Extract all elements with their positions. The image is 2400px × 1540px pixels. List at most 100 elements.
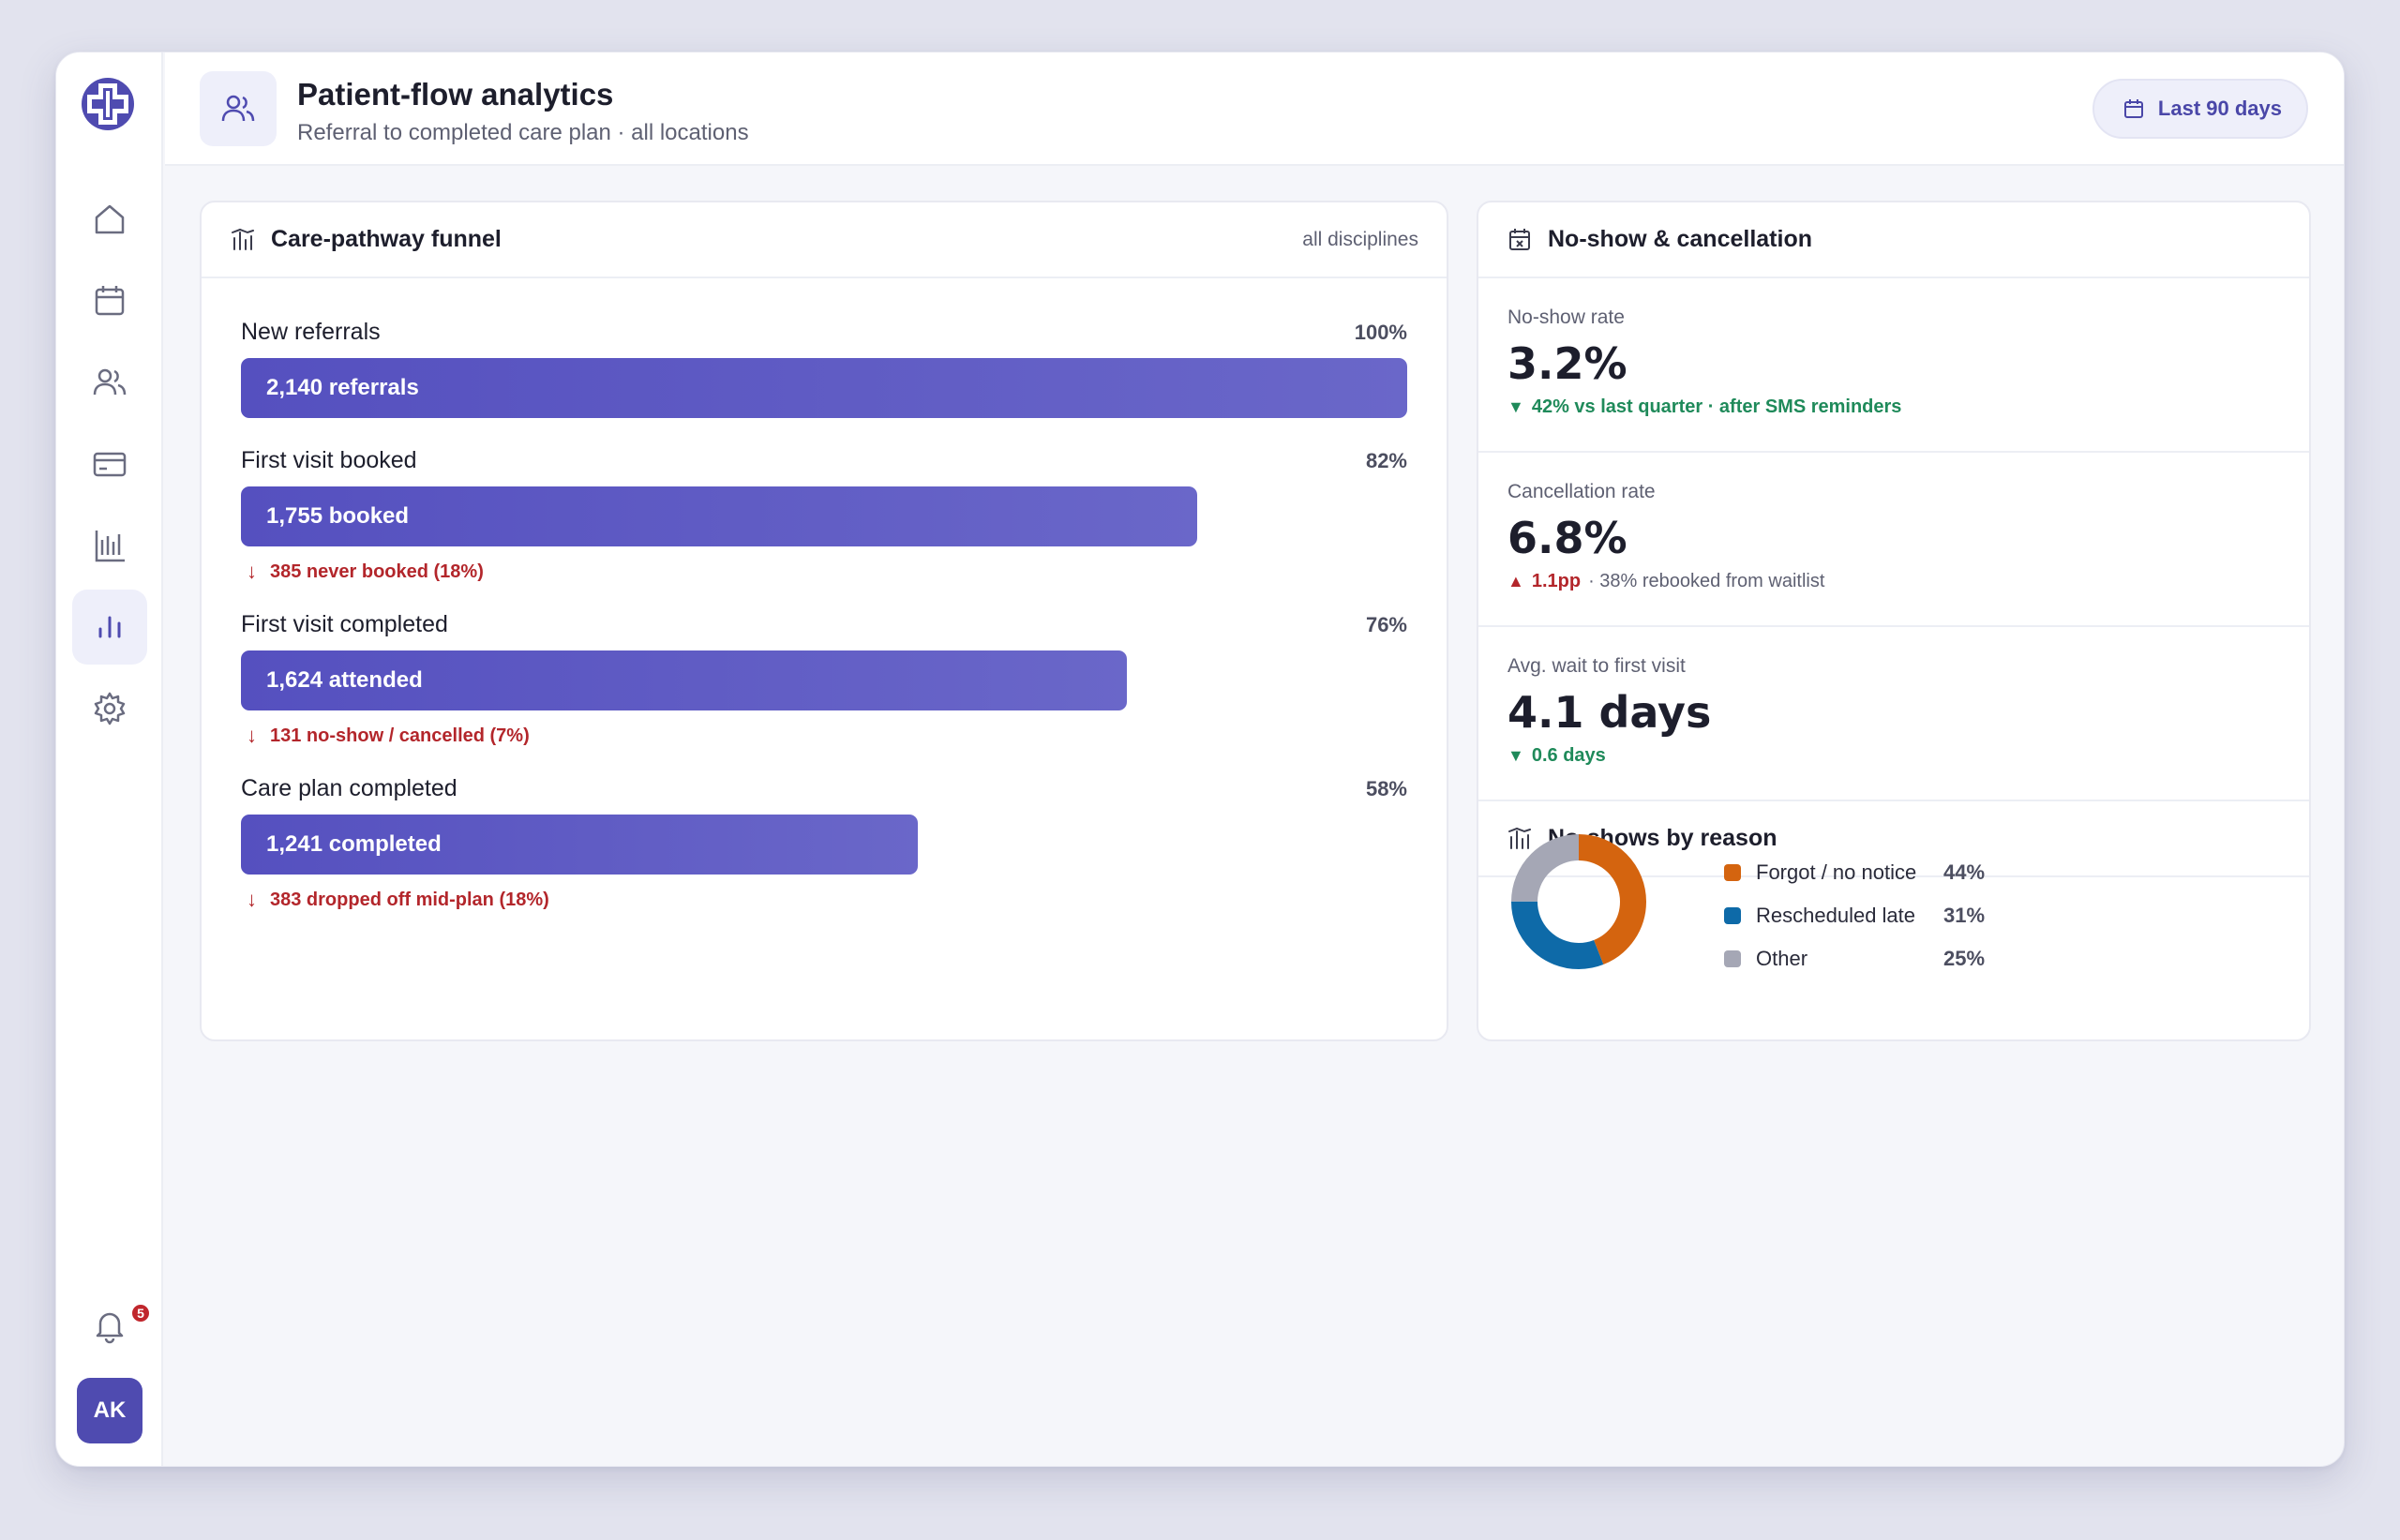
- no-show-reasons-donut: [1511, 834, 1646, 969]
- dropoff-label: 385 never booked (18%): [270, 561, 484, 582]
- calendar-x-icon: [1509, 228, 1530, 250]
- nav-home[interactable]: [72, 182, 147, 257]
- page-subtitle: Referral to completed care plan · all lo…: [297, 120, 749, 145]
- metric-delta: ▼ 42% vs last quarter · after SMS reminde…: [1508, 396, 2309, 418]
- delta-note: · 38% rebooked from waitlist: [1588, 571, 1825, 591]
- funnel-title: Care-pathway funnel: [271, 226, 502, 252]
- date-range-label: Last 90 days: [2157, 97, 2282, 120]
- legend-item[interactable]: Rescheduled late 31%: [1724, 894, 1985, 937]
- dropoff-label: 383 dropped off mid-plan (18%): [270, 889, 549, 910]
- stage-name: New referrals: [241, 319, 381, 345]
- stage-bar[interactable]: 1,624 attended: [241, 650, 1128, 710]
- legend-label: Forgot / no notice: [1756, 860, 1917, 884]
- stage-name: First visit completed: [241, 611, 448, 637]
- metric-label: No-show rate: [1508, 307, 1625, 328]
- legend-value: 44%: [1943, 860, 1986, 884]
- stage-percent: 100%: [1354, 321, 1407, 344]
- calendar-icon: [95, 286, 125, 316]
- nav-settings[interactable]: [72, 671, 147, 746]
- arrow-down-icon: ↓: [247, 888, 257, 911]
- care-pathway-funnel-card: Care-pathway funnel all disciplines New …: [200, 201, 1448, 1041]
- logo: [82, 78, 134, 130]
- reports-icon: [95, 531, 125, 562]
- legend-swatch: [1724, 907, 1741, 924]
- donut-segment[interactable]: [1511, 834, 1646, 969]
- reasons-legend: Forgot / no notice 44% Rescheduled late …: [1724, 851, 1985, 980]
- metric-avg-wait: Avg. wait to first visit 4.1 days ▼ 0.6 d…: [1478, 627, 2309, 801]
- credit-card-icon: [93, 452, 127, 477]
- stage-name: Care plan completed: [241, 775, 458, 801]
- dropoff-label: 131 no-show / cancelled (7%): [270, 725, 530, 746]
- page-header: Patient-flow analytics Referral to compl…: [165, 52, 2344, 166]
- metric-label: Avg. wait to first visit: [1508, 655, 1686, 677]
- funnel-stage: New referrals 100% 2,140 referrals: [241, 319, 1407, 418]
- nav-reports[interactable]: [72, 508, 147, 583]
- sidebar: 5 AK: [56, 52, 163, 1466]
- triangle-down-icon: ▼: [1508, 746, 1524, 765]
- legend-label: Other: [1756, 947, 1808, 970]
- stage-percent: 76%: [1365, 613, 1407, 636]
- delta-text: 42% vs last quarter · after SMS reminder…: [1531, 396, 1902, 417]
- metric-no-show-rate: No-show rate 3.2% ▼ 42% vs last quarter ·…: [1478, 278, 2309, 453]
- users-icon: [93, 368, 127, 396]
- user-avatar[interactable]: AK: [77, 1378, 142, 1443]
- legend-item[interactable]: Forgot / no notice 44%: [1724, 851, 1985, 894]
- users-icon: [221, 95, 255, 122]
- triangle-down-icon: ▼: [1508, 397, 1524, 416]
- stage-bar[interactable]: 1,241 completed: [241, 815, 918, 875]
- stage-bar-label: 2,140 referrals: [266, 375, 419, 400]
- delta-text: 1.1pp: [1531, 571, 1582, 591]
- funnel-chart-icon: [232, 228, 254, 250]
- arrow-down-icon: ↓: [247, 724, 257, 747]
- stage-dropoff: ↓ 383 dropped off mid-plan (18%): [247, 888, 1407, 912]
- metric-delta: ▲ 1.1pp · 38% rebooked from waitlist: [1508, 571, 2309, 592]
- page-title: Patient-flow analytics: [297, 77, 614, 112]
- triangle-up-icon: ▲: [1508, 572, 1524, 591]
- donut-segment[interactable]: [1511, 834, 1646, 969]
- metric-value: 4.1 days: [1508, 687, 1712, 738]
- stage-bar-label: 1,241 completed: [266, 831, 442, 857]
- no-show-title: No-show & cancellation: [1548, 226, 1812, 252]
- funnel-filter-label[interactable]: all disciplines: [1302, 228, 1418, 250]
- nav-billing[interactable]: [72, 426, 147, 501]
- stage-dropoff: ↓ 131 no-show / cancelled (7%): [247, 724, 1407, 748]
- calendar-icon: [2123, 99, 2143, 118]
- metric-cancellation-rate: Cancellation rate 6.8% ▲ 1.1pp · 38% reboo…: [1478, 453, 2309, 627]
- metric-value: 6.8%: [1508, 513, 1628, 563]
- legend-swatch: [1724, 950, 1741, 967]
- app-window: 5 AK Patient-flow analytics Referral to …: [55, 52, 2345, 1467]
- delta-text: 0.6 days: [1531, 745, 1606, 766]
- metric-label: Cancellation rate: [1508, 481, 1656, 502]
- legend-value: 25%: [1943, 947, 1986, 970]
- nav-patients[interactable]: [72, 345, 147, 420]
- stage-bar-label: 1,624 attended: [266, 667, 423, 693]
- no-show-cancellation-card: No-show & cancellation No-show rate 3.2%…: [1477, 201, 2311, 1041]
- stage-bar[interactable]: 2,140 referrals: [241, 358, 1407, 418]
- funnel-stage: Care plan completed 58% 1,241 completed …: [241, 775, 1407, 912]
- nav-analytics[interactable]: [72, 590, 147, 665]
- legend-label: Rescheduled late: [1756, 904, 1916, 927]
- no-show-card-header: No-show & cancellation: [1478, 202, 2309, 278]
- notification-badge: 5: [130, 1303, 151, 1323]
- stage-percent: 82%: [1365, 449, 1407, 472]
- bell-icon: [96, 1312, 124, 1344]
- funnel-card-header: Care-pathway funnel all disciplines: [202, 202, 1447, 278]
- funnel-stage: First visit booked 82% 1,755 booked ↓ 385…: [241, 447, 1407, 584]
- stage-percent: 58%: [1365, 777, 1407, 800]
- legend-item[interactable]: Other 25%: [1724, 937, 1985, 980]
- legend-value: 31%: [1943, 904, 1986, 927]
- analytics-icon: [98, 616, 121, 638]
- nav-calendar[interactable]: [72, 263, 147, 338]
- settings-icon: [94, 692, 126, 725]
- header-users-icon: [200, 71, 277, 146]
- stage-bar-label: 1,755 booked: [266, 503, 410, 529]
- legend-swatch: [1724, 864, 1741, 881]
- arrow-down-icon: ↓: [247, 560, 257, 583]
- funnel-stage: First visit completed 76% 1,624 attended…: [241, 611, 1407, 748]
- stage-dropoff: ↓ 385 never booked (18%): [247, 560, 1407, 584]
- date-range-button[interactable]: Last 90 days: [2092, 79, 2308, 139]
- notifications-button[interactable]: 5: [72, 1288, 151, 1363]
- stage-name: First visit booked: [241, 447, 417, 473]
- stage-bar[interactable]: 1,755 booked: [241, 486, 1198, 546]
- metric-value: 3.2%: [1508, 338, 1628, 389]
